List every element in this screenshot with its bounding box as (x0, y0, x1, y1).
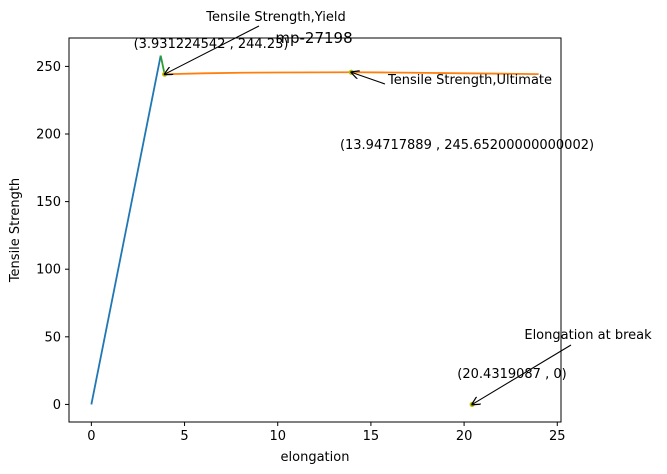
annotation-arrow-break (472, 344, 572, 404)
y-tick-label: 150 (36, 195, 61, 210)
series-layer (90, 55, 539, 405)
y-tick-label: 0 (53, 398, 61, 413)
annotation-value-ultimate: (13.94717889 , 245.65200000000002) (340, 138, 594, 153)
annotation-label-break: Elongation at break (524, 328, 652, 343)
y-tick-label: 250 (36, 60, 61, 75)
y-tick-label: 50 (44, 330, 61, 345)
annotation-label-ultimate: Tensile Strength,Ultimate (387, 73, 552, 88)
y-tick-label: 200 (36, 128, 61, 143)
marker-0 (162, 71, 168, 77)
plot-frame (68, 37, 562, 423)
x-tick-label: 15 (363, 429, 380, 444)
annotation-value-break: (20.4319087 , 0) (457, 367, 566, 382)
series-line-0 (90, 55, 162, 405)
marker-layer (162, 69, 475, 408)
y-axis-label: Tensile Strength (8, 178, 23, 283)
annotation-label-yield: Tensile Strength,Yield (205, 10, 345, 25)
x-tick-label: 25 (549, 429, 566, 444)
annotation-arrow-ultimate (351, 72, 386, 85)
chart-title: mp-27198 (275, 29, 352, 47)
x-axis-label: elongation (281, 450, 350, 465)
y-tick-label: 100 (36, 263, 61, 278)
x-tick-label: 20 (456, 429, 473, 444)
x-tick-label: 5 (180, 429, 188, 444)
annotation-layer: Tensile Strength,Yield (3.931224542 , 244… (134, 10, 652, 404)
series-line-1 (159, 55, 166, 75)
x-tick-label: 10 (269, 429, 286, 444)
x-tick-label: 0 (87, 429, 95, 444)
annotation-arrow-yield (165, 25, 260, 74)
annotation-value-yield: (3.931224542 , 244.23) (134, 37, 289, 52)
